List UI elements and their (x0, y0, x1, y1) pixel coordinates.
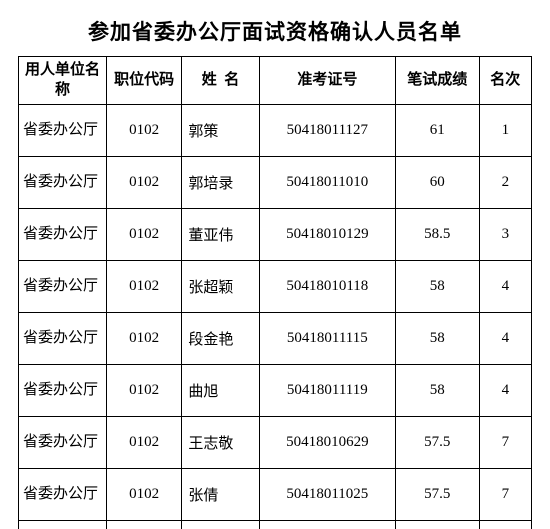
cell-name: 张超颖 (182, 261, 259, 313)
table-row: 省委办公厅 0102 郭策 50418011127 61 1 (19, 105, 532, 157)
table-row: 省委办公厅 0102 曲旭 50418011119 58 4 (19, 365, 532, 417)
cell-code: 0102 (106, 261, 181, 313)
cell-score: 58 (395, 261, 479, 313)
cell-name: 曲旭 (182, 365, 259, 417)
col-header-exam: 准考证号 (259, 57, 395, 105)
cell-score: 60 (395, 157, 479, 209)
cell-name: 董亚伟 (182, 209, 259, 261)
cell-score: 57.5 (395, 469, 479, 521)
cell-unit: 省委办公厅 (19, 209, 107, 261)
cell-rank: 4 (479, 365, 531, 417)
cell-exam: 50418011127 (259, 105, 395, 157)
table-row: 省委办公厅 0102 张倩 50418011025 57.5 7 (19, 469, 532, 521)
cell-exam: 50418011010 (259, 157, 395, 209)
col-header-rank: 名次 (479, 57, 531, 105)
cell-rank: 7 (479, 417, 531, 469)
cell-name: 郭培录 (182, 157, 259, 209)
cell-code: 0102 (106, 209, 181, 261)
col-header-name: 姓 名 (182, 57, 259, 105)
col-header-score: 笔试成绩 (395, 57, 479, 105)
cell-code: 0102 (106, 313, 181, 365)
table-header-row: 用人单位名称 职位代码 姓 名 准考证号 笔试成绩 名次 (19, 57, 532, 105)
cell-unit: 省委办公厅 (19, 157, 107, 209)
table-row-cut (19, 521, 532, 529)
cell-unit: 省委办公厅 (19, 417, 107, 469)
cell-score: 57.5 (395, 417, 479, 469)
cell-score: 58 (395, 365, 479, 417)
cell-rank: 2 (479, 157, 531, 209)
cell-unit: 省委办公厅 (19, 469, 107, 521)
page-title: 参加省委办公厅面试资格确认人员名单 (18, 16, 532, 46)
cell-code: 0102 (106, 105, 181, 157)
cell-rank: 1 (479, 105, 531, 157)
cell-exam: 50418011115 (259, 313, 395, 365)
table-row: 省委办公厅 0102 张超颖 50418010118 58 4 (19, 261, 532, 313)
cell-score: 58 (395, 313, 479, 365)
cell-exam: 50418011025 (259, 469, 395, 521)
col-header-code: 职位代码 (106, 57, 181, 105)
cell-unit: 省委办公厅 (19, 365, 107, 417)
cell-unit: 省委办公厅 (19, 105, 107, 157)
cell-unit: 省委办公厅 (19, 261, 107, 313)
cell-exam: 50418010629 (259, 417, 395, 469)
cell-unit: 省委办公厅 (19, 313, 107, 365)
cell-score: 58.5 (395, 209, 479, 261)
cell-name: 王志敬 (182, 417, 259, 469)
col-header-unit: 用人单位名称 (19, 57, 107, 105)
table-body: 省委办公厅 0102 郭策 50418011127 61 1 省委办公厅 010… (19, 105, 532, 529)
cell-name: 段金艳 (182, 313, 259, 365)
cell-exam: 50418010129 (259, 209, 395, 261)
cell-code: 0102 (106, 157, 181, 209)
cell-name: 张倩 (182, 469, 259, 521)
cell-rank: 4 (479, 313, 531, 365)
cell-rank: 4 (479, 261, 531, 313)
cell-exam: 50418011119 (259, 365, 395, 417)
table-row: 省委办公厅 0102 王志敬 50418010629 57.5 7 (19, 417, 532, 469)
table-row: 省委办公厅 0102 郭培录 50418011010 60 2 (19, 157, 532, 209)
roster-table: 用人单位名称 职位代码 姓 名 准考证号 笔试成绩 名次 省委办公厅 0102 … (18, 56, 532, 529)
table-row: 省委办公厅 0102 段金艳 50418011115 58 4 (19, 313, 532, 365)
cell-exam: 50418010118 (259, 261, 395, 313)
cell-code: 0102 (106, 417, 181, 469)
cell-name: 郭策 (182, 105, 259, 157)
cell-score: 61 (395, 105, 479, 157)
table-row: 省委办公厅 0102 董亚伟 50418010129 58.5 3 (19, 209, 532, 261)
cell-rank: 7 (479, 469, 531, 521)
page-container: 参加省委办公厅面试资格确认人员名单 用人单位名称 职位代码 姓 名 准考证号 笔… (0, 0, 550, 529)
cell-code: 0102 (106, 365, 181, 417)
cell-rank: 3 (479, 209, 531, 261)
cell-code: 0102 (106, 469, 181, 521)
